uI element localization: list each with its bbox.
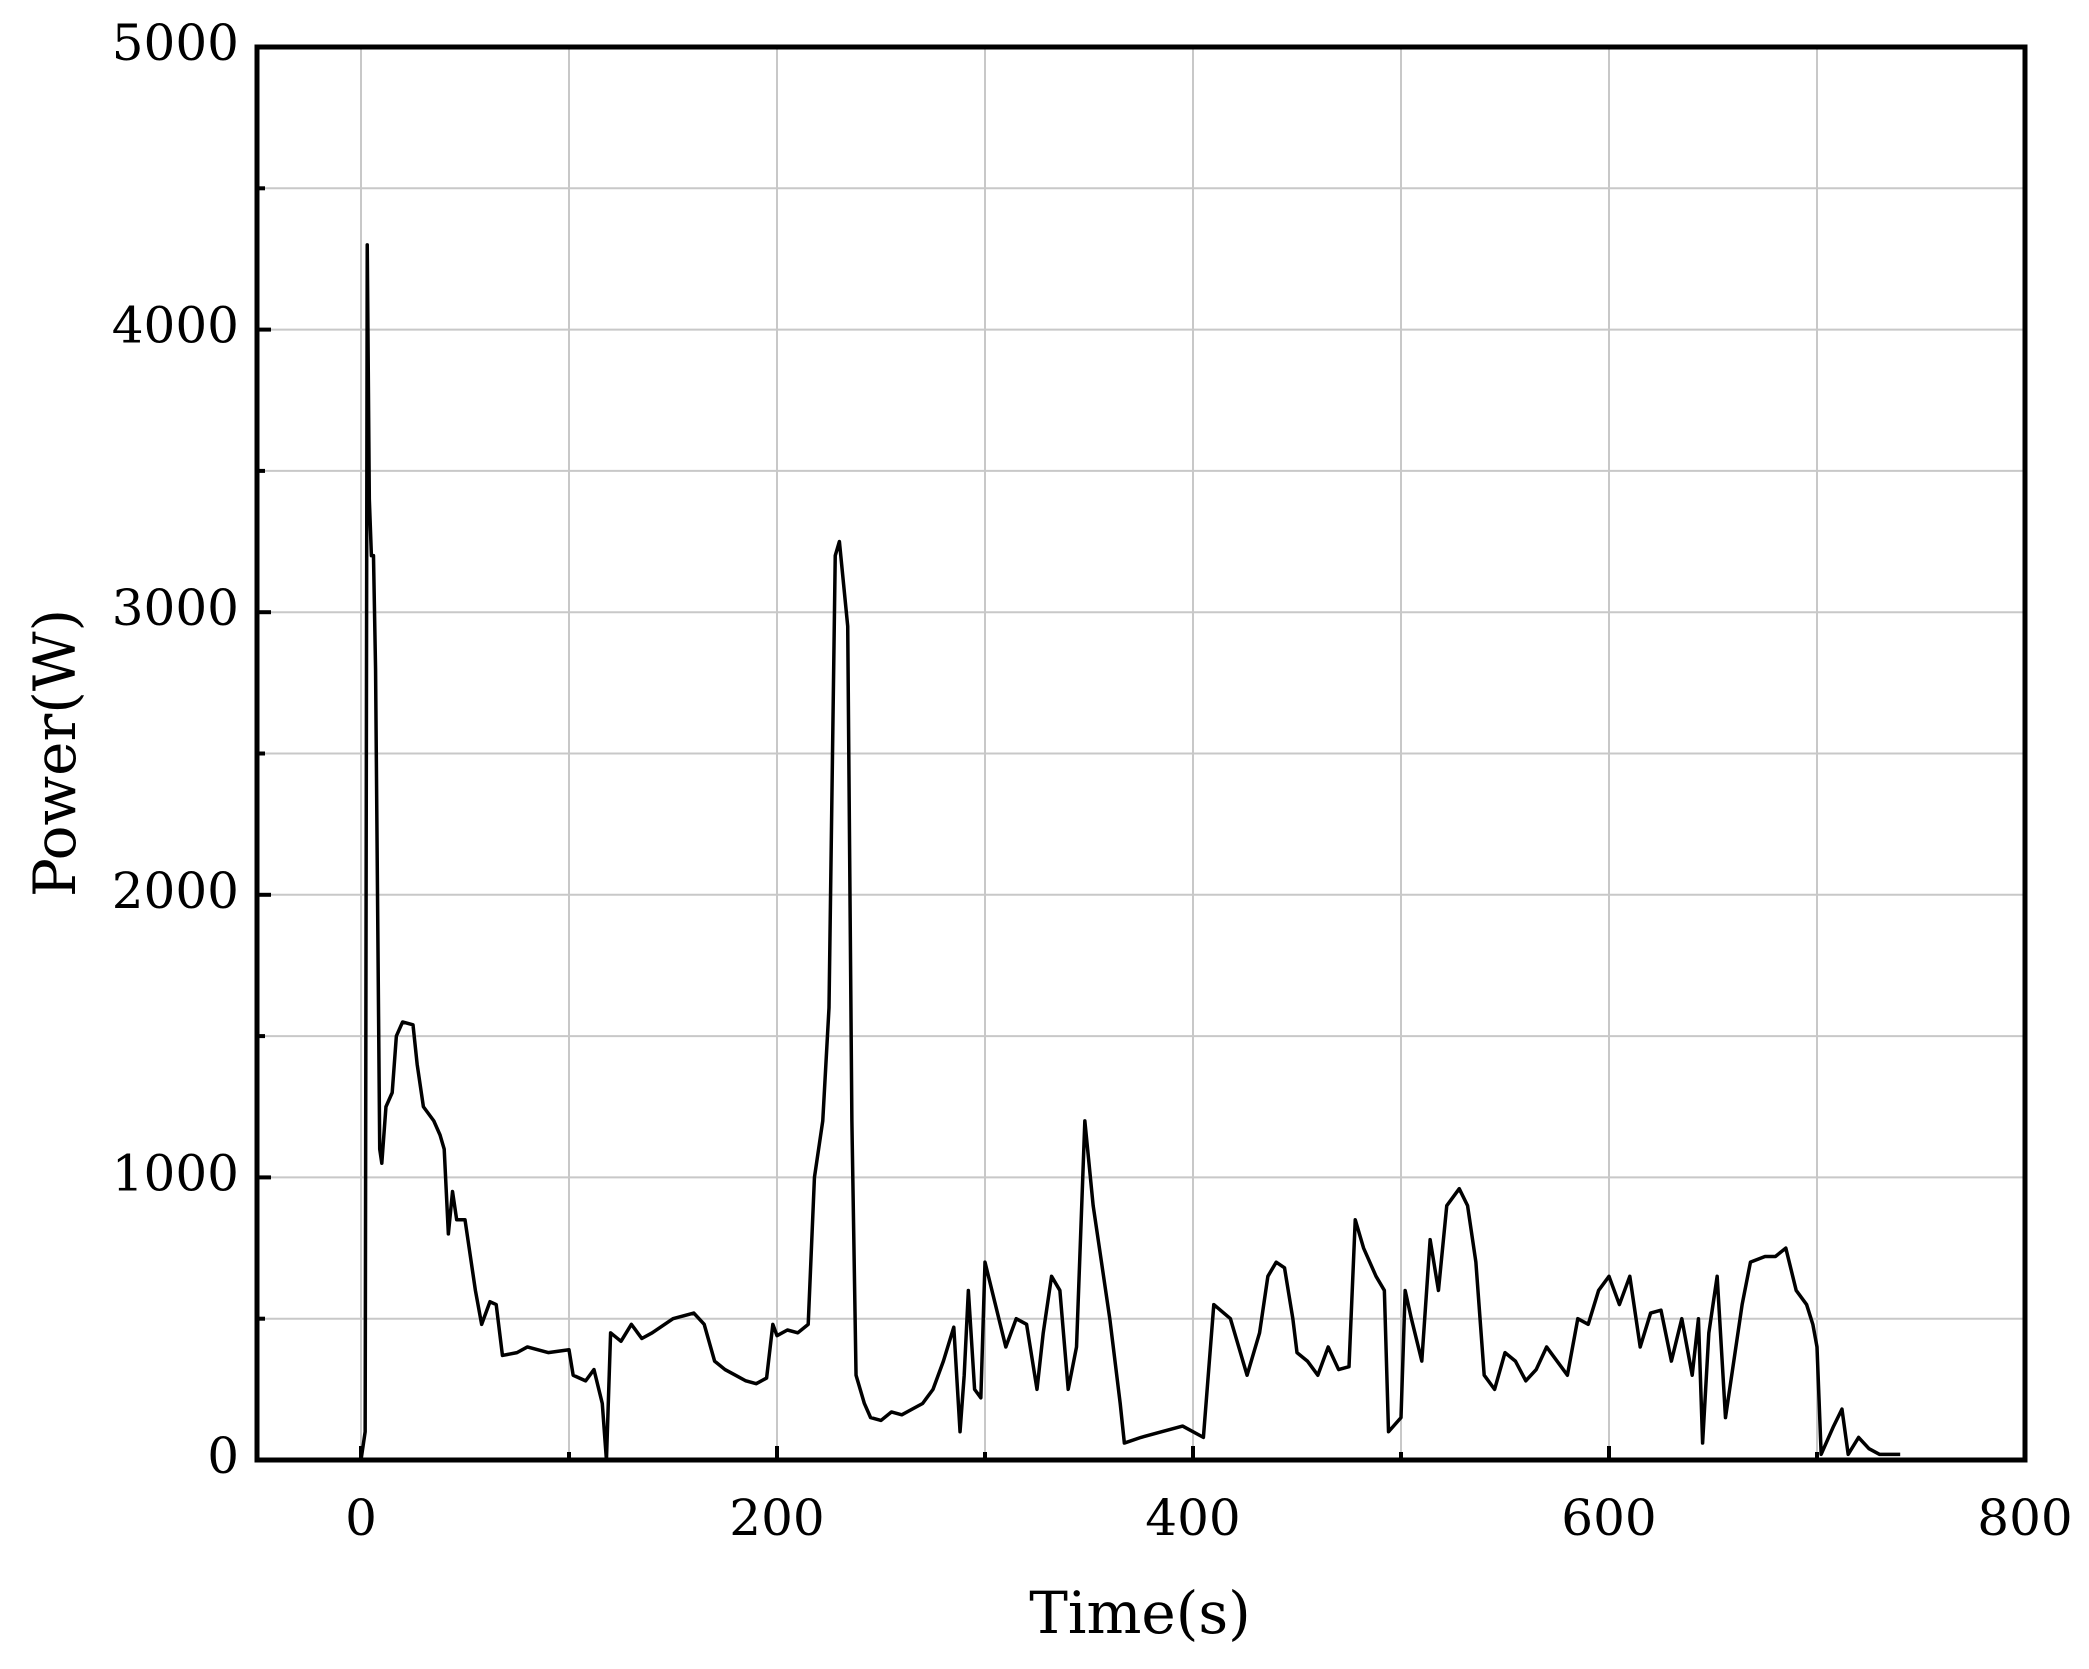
x-tick-label: 200: [729, 1489, 824, 1547]
x-tick-label: 600: [1561, 1489, 1656, 1547]
plot-frame: [254, 44, 2028, 1463]
y-tick-label: 3000: [112, 579, 239, 637]
x-axis-label: Time(s): [1029, 1579, 1251, 1647]
x-tick-label: 400: [1145, 1489, 1240, 1547]
y-tick-label: 0: [207, 1427, 239, 1485]
y-tick-label: 1000: [112, 1144, 239, 1202]
y-axis-label: Power(W): [21, 609, 89, 897]
x-tick-label: 0: [345, 1489, 377, 1547]
y-tick-label: 2000: [112, 862, 239, 920]
power-line: [359, 243, 1901, 1462]
y-tick-label: 5000: [112, 14, 239, 72]
x-tick-label: 800: [1977, 1489, 2072, 1547]
y-tick-label: 4000: [112, 297, 239, 355]
